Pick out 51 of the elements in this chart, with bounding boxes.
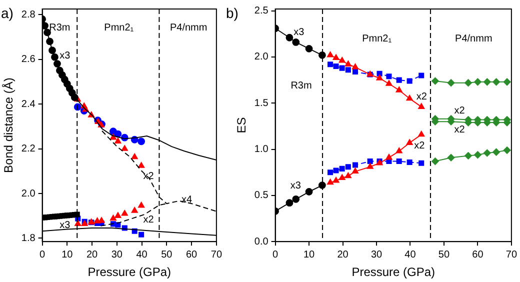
- annotation: x3: [290, 180, 302, 192]
- y-tick-label: 0.5: [254, 190, 269, 202]
- annotation: R3m: [49, 22, 70, 34]
- annotation: x2: [454, 124, 466, 136]
- y-axis-title: ES: [234, 117, 249, 134]
- x-tick-label: 30: [111, 249, 123, 260]
- text: b): [226, 4, 238, 21]
- y-tick-label: 2.2: [21, 144, 36, 155]
- x-tick-label: 40: [404, 249, 416, 260]
- x-tick-label: 60: [186, 249, 198, 260]
- annotation: P4/nmm: [455, 33, 492, 44]
- x-tick-label: 70: [506, 249, 518, 260]
- annotation: x2: [454, 105, 466, 116]
- y-tick-label: 2.8: [21, 9, 36, 20]
- y-tick-label: 2.0: [254, 52, 269, 63]
- annotation: x2: [416, 91, 428, 102]
- x-tick-label: 40: [136, 249, 148, 260]
- y-tick-label: 1.5: [254, 98, 269, 109]
- x-tick-label: 20: [86, 249, 98, 260]
- annotation: P4/nmm: [170, 22, 208, 34]
- x-axis-title: Pressure (GPa): [352, 265, 436, 280]
- x-tick-label: 30: [370, 249, 382, 260]
- annotation: R3m: [290, 80, 312, 92]
- x-tick-label: 50: [161, 249, 173, 260]
- annotation: x3: [294, 27, 305, 38]
- y-tick-label: 1.8: [21, 232, 36, 244]
- x-tick-label: 50: [438, 249, 450, 260]
- annotation: Pmn2₁: [362, 33, 392, 44]
- y-tick-label: 2.5: [254, 6, 269, 17]
- x-tick-label: 20: [337, 249, 349, 260]
- annotation: x2: [143, 214, 154, 226]
- annotation: x2: [414, 140, 426, 152]
- text: a): [1, 4, 14, 21]
- x-tick-label: 10: [62, 249, 74, 260]
- annotation: x3: [60, 50, 71, 62]
- x-tick-label: 10: [303, 249, 316, 260]
- annotation: x4: [182, 194, 193, 206]
- x-tick-label: 0: [40, 249, 46, 260]
- annotation: x3: [60, 220, 71, 232]
- x-tick-label: 0: [272, 249, 279, 260]
- annotation: x2: [143, 171, 154, 182]
- y-tick-label: 2.4: [21, 98, 36, 110]
- y-axis-title: Bond distance (Å): [2, 78, 16, 173]
- x-axis-title: Pressure (GPa): [88, 265, 172, 280]
- y-tick-label: 2.6: [21, 54, 36, 66]
- y-tick-label: 2.0: [21, 188, 36, 200]
- x-tick-label: 60: [472, 249, 484, 260]
- y-tick-label: 1.0: [254, 144, 269, 156]
- annotation: Pmn2₁: [104, 22, 134, 34]
- x-tick-label: 70: [210, 249, 222, 260]
- y-tick-label: 0.0: [254, 236, 269, 248]
